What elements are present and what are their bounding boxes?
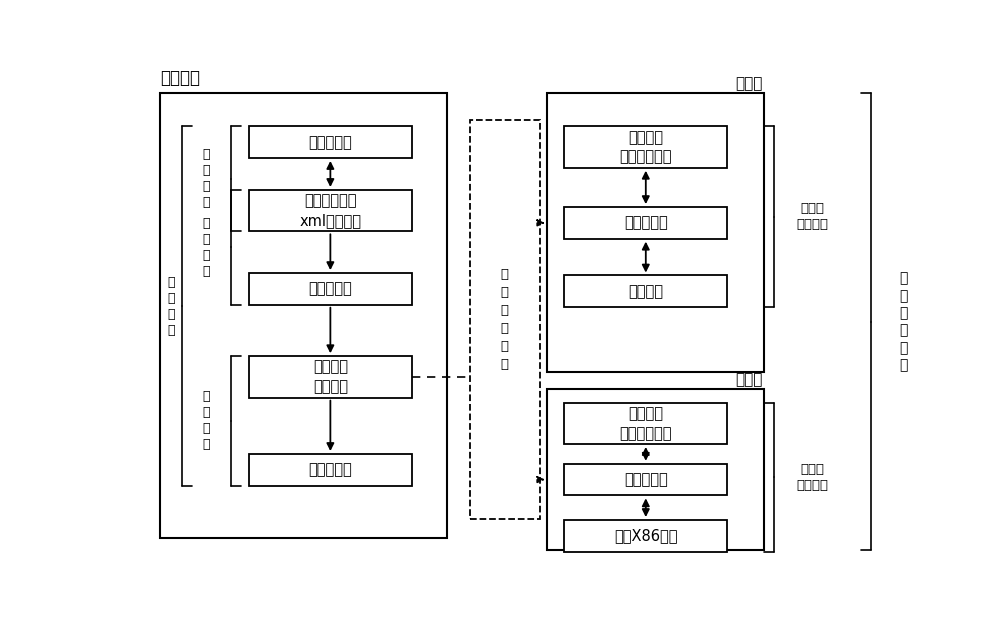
Text: 组
态
过
程: 组 态 过 程 — [168, 276, 175, 337]
FancyBboxPatch shape — [249, 126, 412, 158]
FancyBboxPatch shape — [564, 403, 727, 444]
Text: 协加速器: 协加速器 — [628, 284, 663, 299]
Text: 组态配置
数据文件存储: 组态配置 数据文件存储 — [620, 406, 672, 441]
Text: 组态编辑器: 组态编辑器 — [308, 135, 352, 150]
FancyBboxPatch shape — [249, 356, 412, 398]
Text: 模拟机: 模拟机 — [735, 371, 763, 387]
FancyBboxPatch shape — [564, 276, 727, 307]
FancyBboxPatch shape — [160, 93, 447, 538]
Text: 维
护
下
装
过
程: 维 护 下 装 过 程 — [501, 268, 509, 371]
Text: 组态模拟器: 组态模拟器 — [624, 472, 668, 487]
Text: 组态配置
数据文件: 组态配置 数据文件 — [313, 359, 348, 394]
Text: 组态解析器: 组态解析器 — [624, 215, 668, 231]
Text: 组态模拟器: 组态模拟器 — [308, 462, 352, 478]
FancyBboxPatch shape — [564, 520, 727, 552]
FancyBboxPatch shape — [564, 464, 727, 495]
FancyBboxPatch shape — [564, 207, 727, 239]
FancyBboxPatch shape — [547, 93, 764, 372]
Text: 用户组态数据
xml描述文件: 用户组态数据 xml描述文件 — [299, 193, 361, 228]
Text: 组态工具: 组态工具 — [160, 69, 200, 88]
FancyBboxPatch shape — [470, 120, 540, 519]
FancyBboxPatch shape — [249, 190, 412, 231]
Text: 微型X86主板: 微型X86主板 — [614, 528, 678, 544]
Text: 组态编译器: 组态编译器 — [308, 281, 352, 297]
FancyBboxPatch shape — [564, 126, 727, 168]
Text: 编
辑
阶
段: 编 辑 阶 段 — [203, 149, 210, 210]
Text: 实体机
解析运行: 实体机 解析运行 — [796, 203, 828, 231]
FancyBboxPatch shape — [547, 389, 764, 551]
Text: 组态配置
数据文件存储: 组态配置 数据文件存储 — [620, 130, 672, 164]
Text: 编
译
阶
段: 编 译 阶 段 — [203, 217, 210, 278]
Text: 实体机: 实体机 — [735, 76, 763, 91]
FancyBboxPatch shape — [249, 273, 412, 305]
Text: 模
拟
阶
段: 模 拟 阶 段 — [203, 391, 210, 451]
Text: 模拟机
解析运行: 模拟机 解析运行 — [796, 463, 828, 491]
Text: 解
析
运
行
过
程: 解 析 运 行 过 程 — [900, 272, 908, 372]
FancyBboxPatch shape — [249, 454, 412, 486]
